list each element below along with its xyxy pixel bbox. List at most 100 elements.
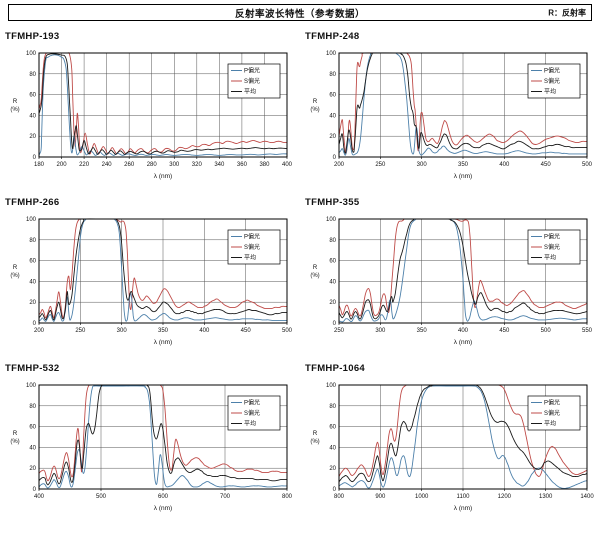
legend-label-s: S偏光 <box>544 243 560 251</box>
svg-text:40: 40 <box>29 279 36 285</box>
svg-text:360: 360 <box>237 162 248 168</box>
svg-text:100: 100 <box>26 383 37 389</box>
svg-text:700: 700 <box>220 494 231 500</box>
svg-text:100: 100 <box>326 51 337 57</box>
svg-text:80: 80 <box>29 72 36 78</box>
legend-label-p: P偏光 <box>544 67 560 75</box>
chart-tfmhp-193: TFMHP-193 180 200 220 240 260 280 300 320 340 360… <box>3 24 297 185</box>
svg-text:350: 350 <box>458 162 469 168</box>
svg-text:600: 600 <box>158 494 169 500</box>
chart-grid: TFMHP-193 180 200 220 240 260 280 300 320 340 360… <box>0 24 600 517</box>
svg-text:(%): (%) <box>10 273 19 279</box>
chart-title: TFMHP-248 <box>305 31 360 42</box>
svg-text:40: 40 <box>329 279 336 285</box>
chart-title: TFMHP-266 <box>5 197 60 208</box>
legend-label-avg: 平均 <box>544 88 556 96</box>
chart-svg-TFMHP-266: 200 250 300 350 400 450 500 0 20 40 60 80 100 R (%) λ (… <box>10 217 292 346</box>
svg-text:R: R <box>13 265 18 271</box>
chart-canvas: 800 900 1000 1100 1200 1300 1400 0 20 40 60 80 100 R (… <box>303 377 597 517</box>
legend-label-p: P偏光 <box>244 233 260 241</box>
svg-text:80: 80 <box>329 72 336 78</box>
chart-svg-TFMHP-532: 400 500 600 700 800 0 20 40 60 80 100 R (%) λ (nm) P偏光… <box>10 383 292 512</box>
svg-text:80: 80 <box>329 404 336 410</box>
series-line-s <box>38 384 287 482</box>
chart-tfmhp-1064: TFMHP-1064 800 900 1000 1100 1200 1300 1400 0 20… <box>303 356 597 517</box>
series-line-s <box>38 218 287 319</box>
svg-text:0: 0 <box>333 487 337 493</box>
series-group <box>38 218 287 322</box>
legend-label-s: S偏光 <box>244 409 260 417</box>
chart-svg-TFMHP-355: 250 300 350 400 450 500 550 0 20 40 60 80 100 R (%) λ (… <box>310 217 593 346</box>
axis-labels: 400 500 600 700 800 0 20 40 60 80 100 R (%) λ (nm) <box>10 383 292 512</box>
series-group <box>38 52 288 156</box>
svg-text:180: 180 <box>34 162 45 168</box>
chart-canvas: 180 200 220 240 260 280 300 320 340 360 380 400 0 20 4… <box>3 45 297 185</box>
legend-label-avg: 平均 <box>544 420 556 428</box>
svg-text:60: 60 <box>329 425 336 431</box>
legend-label-p: P偏光 <box>244 67 260 75</box>
legend-label-p: P偏光 <box>544 399 560 407</box>
series-line-s <box>38 52 288 155</box>
svg-text:(%): (%) <box>310 273 319 279</box>
svg-text:1400: 1400 <box>580 494 594 500</box>
series-line-s <box>338 384 588 477</box>
svg-text:0: 0 <box>333 321 337 327</box>
svg-text:400: 400 <box>34 494 45 500</box>
svg-text:400: 400 <box>199 328 210 334</box>
legend-label-s: S偏光 <box>244 243 260 251</box>
series-line-p <box>338 52 587 156</box>
svg-text:0: 0 <box>33 155 37 161</box>
svg-text:40: 40 <box>329 113 336 119</box>
series-line-avg <box>38 53 288 155</box>
svg-text:450: 450 <box>499 328 510 334</box>
reflectance-note: R：反射率 <box>548 8 586 17</box>
svg-text:60: 60 <box>29 93 36 99</box>
chart-title: TFMHP-532 <box>5 363 60 374</box>
svg-text:λ (nm): λ (nm) <box>154 173 172 180</box>
series-line-avg <box>338 218 588 320</box>
svg-text:900: 900 <box>375 494 386 500</box>
svg-text:(%): (%) <box>10 439 19 445</box>
svg-text:λ (nm): λ (nm) <box>154 505 172 512</box>
svg-text:60: 60 <box>29 425 36 431</box>
svg-text:λ (nm): λ (nm) <box>154 339 172 346</box>
legend-label-p: P偏光 <box>544 233 560 241</box>
series-group <box>338 218 588 323</box>
svg-text:40: 40 <box>29 445 36 451</box>
series-group <box>338 52 587 156</box>
svg-text:100: 100 <box>326 217 337 223</box>
svg-text:(%): (%) <box>10 107 19 113</box>
svg-text:250: 250 <box>334 328 345 334</box>
chart-tfmhp-355: TFMHP-355 250 300 350 400 450 500 550 0 20 40 60 80… <box>303 190 597 351</box>
svg-text:280: 280 <box>147 162 158 168</box>
chart-tfmhp-248: TFMHP-248 200 250 300 350 400 450 500 0 20 40 60 80… <box>303 24 597 185</box>
chart-canvas: 200 250 300 350 400 450 500 0 20 40 60 80 100 R (%) λ (… <box>303 45 597 185</box>
chart-title: TFMHP-1064 <box>305 363 366 374</box>
series-line-avg <box>38 218 287 321</box>
series-group <box>38 384 287 489</box>
chart-tfmhp-266: TFMHP-266 200 250 300 350 400 450 500 0 20 40 60 80… <box>3 190 297 351</box>
svg-text:500: 500 <box>541 328 552 334</box>
svg-text:500: 500 <box>96 494 107 500</box>
chart-title: TFMHP-355 <box>305 197 360 208</box>
svg-text:200: 200 <box>334 162 345 168</box>
svg-text:340: 340 <box>214 162 225 168</box>
legend-label-s: S偏光 <box>544 409 560 417</box>
svg-text:1300: 1300 <box>539 494 553 500</box>
svg-text:R: R <box>313 265 318 271</box>
chart-svg-TFMHP-248: 200 250 300 350 400 450 500 0 20 40 60 80 100 R (%) λ (… <box>310 51 593 180</box>
datasheet-page: 反射率波长特性（参考数据） R：反射率 TFMHP-193 180 200 220 2… <box>0 4 600 542</box>
legend-label-avg: 平均 <box>544 254 556 262</box>
svg-text:200: 200 <box>34 328 45 334</box>
svg-text:500: 500 <box>582 162 593 168</box>
svg-text:300: 300 <box>375 328 386 334</box>
chart-title: TFMHP-193 <box>5 31 60 42</box>
svg-text:λ (nm): λ (nm) <box>454 339 472 346</box>
svg-text:(%): (%) <box>310 107 319 113</box>
svg-text:550: 550 <box>582 328 593 334</box>
svg-text:20: 20 <box>329 300 336 306</box>
svg-text:0: 0 <box>333 155 337 161</box>
